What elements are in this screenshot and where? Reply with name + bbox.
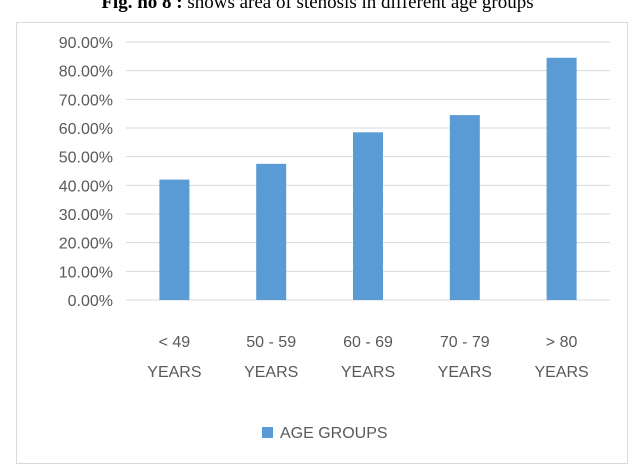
y-tick-label: 0.00% bbox=[68, 293, 113, 310]
figure-caption: Fig. no 8 : shows area of stenosis in di… bbox=[0, 0, 635, 20]
y-tick-label: 50.00% bbox=[59, 150, 113, 167]
x-tick-label: YEARS bbox=[341, 364, 395, 381]
x-tick-label: YEARS bbox=[534, 364, 588, 381]
bar bbox=[546, 57, 577, 301]
figure-caption-text: shows area of stenosis in different age … bbox=[182, 0, 534, 13]
legend-label: AGE GROUPS bbox=[280, 425, 388, 442]
y-tick-label: 70.00% bbox=[59, 92, 113, 109]
legend-swatch bbox=[262, 427, 273, 438]
y-tick-label: 20.00% bbox=[59, 236, 113, 253]
y-tick-label: 80.00% bbox=[59, 64, 113, 81]
x-tick-label: YEARS bbox=[147, 364, 201, 381]
figure-caption-label: Fig. no 8 : bbox=[101, 0, 183, 13]
y-tick-label: 40.00% bbox=[59, 178, 113, 195]
bar bbox=[353, 132, 383, 300]
x-tick-label: < 49 bbox=[159, 334, 191, 351]
x-tick-label: 50 - 59 bbox=[246, 334, 296, 351]
x-tick-label: 70 - 79 bbox=[440, 334, 490, 351]
x-tick-label: 60 - 69 bbox=[343, 334, 393, 351]
x-tick-label: > 80 bbox=[546, 334, 578, 351]
y-tick-label: 10.00% bbox=[59, 264, 113, 281]
x-tick-label: YEARS bbox=[438, 364, 492, 381]
y-tick-label: 30.00% bbox=[59, 207, 113, 224]
bar bbox=[256, 163, 287, 300]
bar bbox=[449, 115, 480, 300]
bar bbox=[159, 179, 190, 300]
y-tick-label: 60.00% bbox=[59, 121, 113, 138]
y-tick-label: 90.00% bbox=[59, 35, 113, 52]
x-tick-label: YEARS bbox=[244, 364, 298, 381]
